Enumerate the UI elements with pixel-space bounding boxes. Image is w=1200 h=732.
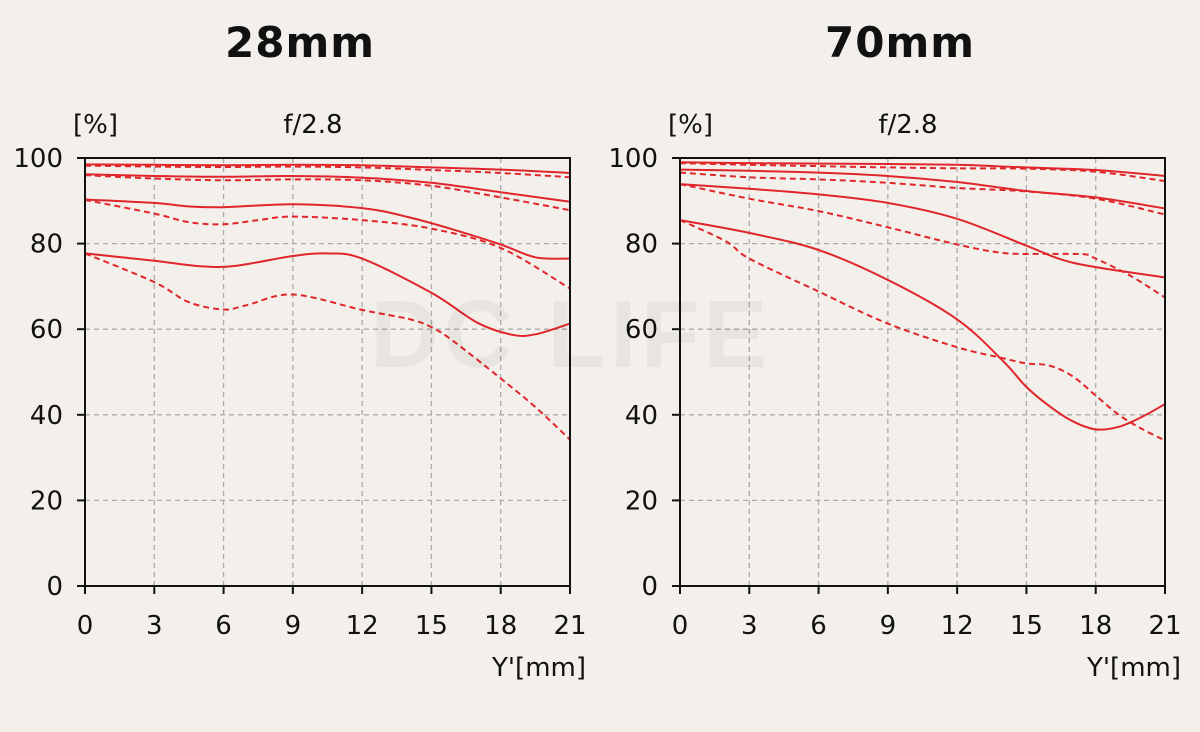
x-tick-label: 3 bbox=[146, 611, 163, 641]
x-axis-label: Y'[mm] bbox=[491, 653, 586, 683]
series-line-6-dashed bbox=[84, 198, 571, 290]
plot-frame bbox=[84, 157, 571, 587]
series-line-7-solid bbox=[84, 252, 571, 337]
x-tick-label: 6 bbox=[810, 611, 827, 641]
y-axis-label: [%] bbox=[73, 110, 118, 140]
y-tick-label: 80 bbox=[30, 230, 63, 260]
chart-panel-28mm: 28mm bbox=[225, 18, 375, 67]
y-tick-label: 100 bbox=[13, 144, 63, 174]
series-line-6-dashed bbox=[679, 183, 1166, 299]
plot-frame bbox=[679, 157, 1166, 587]
y-tick-label: 40 bbox=[30, 401, 63, 431]
series-line-8-dashed bbox=[679, 219, 1166, 442]
chart-70mm: 0 3 6 9 12 15 18 21 0 20 40 60 80 100 [%] f/2.8 Y'[mm] bbox=[608, 110, 1181, 683]
x-tick-label: 0 bbox=[672, 611, 689, 641]
y-tick-label: 40 bbox=[625, 401, 658, 431]
series-line-5-solid bbox=[679, 183, 1166, 279]
x-tick-label: 9 bbox=[285, 611, 302, 641]
chart-28mm: 0 3 6 9 12 15 18 21 0 20 40 60 80 100 [%] f/2.8 Y'[mm] bbox=[13, 110, 586, 683]
x-tick-label: 3 bbox=[741, 611, 758, 641]
chart-subtitle: f/2.8 bbox=[878, 110, 937, 140]
x-tick-label: 0 bbox=[77, 611, 94, 641]
series-line-5-solid bbox=[84, 198, 571, 260]
series-line-7-solid bbox=[679, 219, 1166, 431]
x-tick-label: 15 bbox=[1010, 611, 1043, 641]
series-line-3-solid bbox=[84, 173, 571, 203]
x-tick-label: 18 bbox=[1079, 611, 1112, 641]
y-tick-label: 60 bbox=[625, 315, 658, 345]
y-tick-label: 20 bbox=[30, 486, 63, 516]
y-tick-label: 80 bbox=[625, 230, 658, 260]
y-tick-label: 100 bbox=[608, 144, 658, 174]
x-tick-label: 9 bbox=[880, 611, 897, 641]
series-line-2-dashed bbox=[679, 162, 1166, 183]
y-tick-label: 0 bbox=[46, 572, 63, 602]
series-line-8-dashed bbox=[84, 252, 571, 441]
chart-panel-70mm: 70mm bbox=[600, 0, 1200, 732]
series-line-1-solid bbox=[84, 163, 571, 174]
chart-title: 70mm bbox=[825, 18, 975, 67]
series-line-4-dashed bbox=[679, 171, 1166, 216]
chart-subtitle: f/2.8 bbox=[283, 110, 342, 140]
watermark-text: DC LIFE bbox=[370, 280, 771, 390]
x-tick-label: 15 bbox=[415, 611, 448, 641]
x-tick-label: 12 bbox=[346, 611, 379, 641]
series-line-4-dashed bbox=[84, 174, 571, 212]
chart-title: 28mm bbox=[225, 18, 375, 67]
y-tick-label: 20 bbox=[625, 486, 658, 516]
x-tick-label: 6 bbox=[215, 611, 232, 641]
series-line-1-solid bbox=[679, 161, 1166, 177]
x-tick-label: 18 bbox=[484, 611, 517, 641]
series-line-2-dashed bbox=[84, 164, 571, 179]
series-line-3-solid bbox=[679, 168, 1166, 210]
x-tick-label: 21 bbox=[1148, 611, 1181, 641]
x-axis-label: Y'[mm] bbox=[1086, 653, 1181, 683]
y-tick-label: 0 bbox=[641, 572, 658, 602]
x-tick-label: 21 bbox=[553, 611, 586, 641]
x-tick-label: 12 bbox=[941, 611, 974, 641]
y-tick-label: 60 bbox=[30, 315, 63, 345]
y-axis-label: [%] bbox=[668, 110, 713, 140]
